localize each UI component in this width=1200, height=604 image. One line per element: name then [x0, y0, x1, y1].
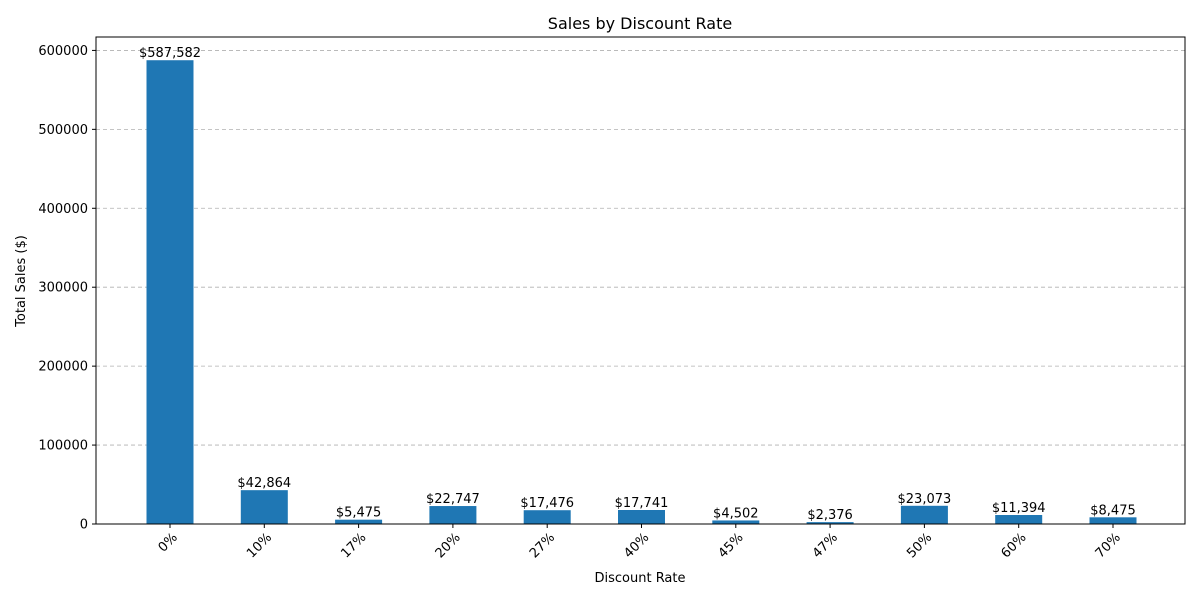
- x-tick-label: 27%: [527, 530, 558, 561]
- y-tick-label: 300000: [38, 281, 88, 296]
- bar-50pct: [900, 505, 948, 524]
- x-tick-label: 60%: [998, 530, 1029, 561]
- data-label: $8,475: [1090, 503, 1136, 518]
- y-tick-label: 200000: [38, 360, 88, 375]
- y-axis-label: Total Sales ($): [14, 235, 29, 328]
- bar-45pct: [712, 520, 760, 524]
- data-label: $2,376: [807, 508, 853, 523]
- data-label: $587,582: [139, 46, 201, 61]
- x-tick-label: 0%: [156, 530, 181, 555]
- x-axis-label: Discount Rate: [594, 571, 685, 586]
- bar-20pct: [429, 506, 477, 524]
- x-tick-label: 17%: [338, 530, 369, 561]
- bar-10pct: [240, 490, 288, 524]
- data-label: $5,475: [336, 506, 382, 521]
- x-tick-label: 45%: [716, 530, 747, 561]
- bar-27pct: [523, 510, 571, 524]
- data-label: $17,741: [615, 496, 669, 511]
- data-label: $23,073: [898, 492, 952, 507]
- x-tick-label: 47%: [810, 530, 841, 561]
- chart-title: Sales by Discount Rate: [548, 14, 732, 33]
- plot-frame: [95, 36, 1186, 525]
- y-tick-label: 600000: [38, 44, 88, 59]
- x-tick-label: 10%: [244, 530, 275, 561]
- x-ticks: 0% 10% 17% 20% 27% 40% 45% 47% 50% 60% 70%: [156, 524, 1124, 561]
- gridlines: [96, 50, 1185, 446]
- bar-40pct: [618, 509, 665, 524]
- bar-0pct: [146, 60, 194, 524]
- data-label: $4,502: [713, 506, 759, 521]
- bar-47pct: [806, 522, 854, 524]
- x-tick-label: 50%: [904, 530, 935, 561]
- data-label: $17,476: [520, 496, 574, 511]
- y-tick-label: 0: [80, 518, 88, 533]
- x-tick-label: 40%: [621, 530, 652, 561]
- bar-60pct: [995, 515, 1043, 524]
- y-tick-label: 400000: [38, 202, 88, 217]
- x-tick-label: 70%: [1093, 530, 1124, 561]
- data-label: $22,747: [426, 492, 480, 507]
- y-tick-label: 100000: [38, 439, 88, 454]
- bar-17pct: [335, 519, 383, 524]
- bars: [146, 60, 1137, 524]
- data-labels: $587,582 $42,864 $5,475 $22,747 $17,476 $17,7…: [139, 46, 1136, 523]
- data-label: $11,394: [992, 501, 1046, 516]
- y-tick-label: 500000: [38, 123, 88, 138]
- data-label: $42,864: [237, 476, 291, 491]
- bar-70pct: [1089, 517, 1137, 524]
- y-ticks: 0 100000 200000 300000 400000 500000 600000: [38, 44, 96, 533]
- x-tick-label: 20%: [433, 530, 464, 561]
